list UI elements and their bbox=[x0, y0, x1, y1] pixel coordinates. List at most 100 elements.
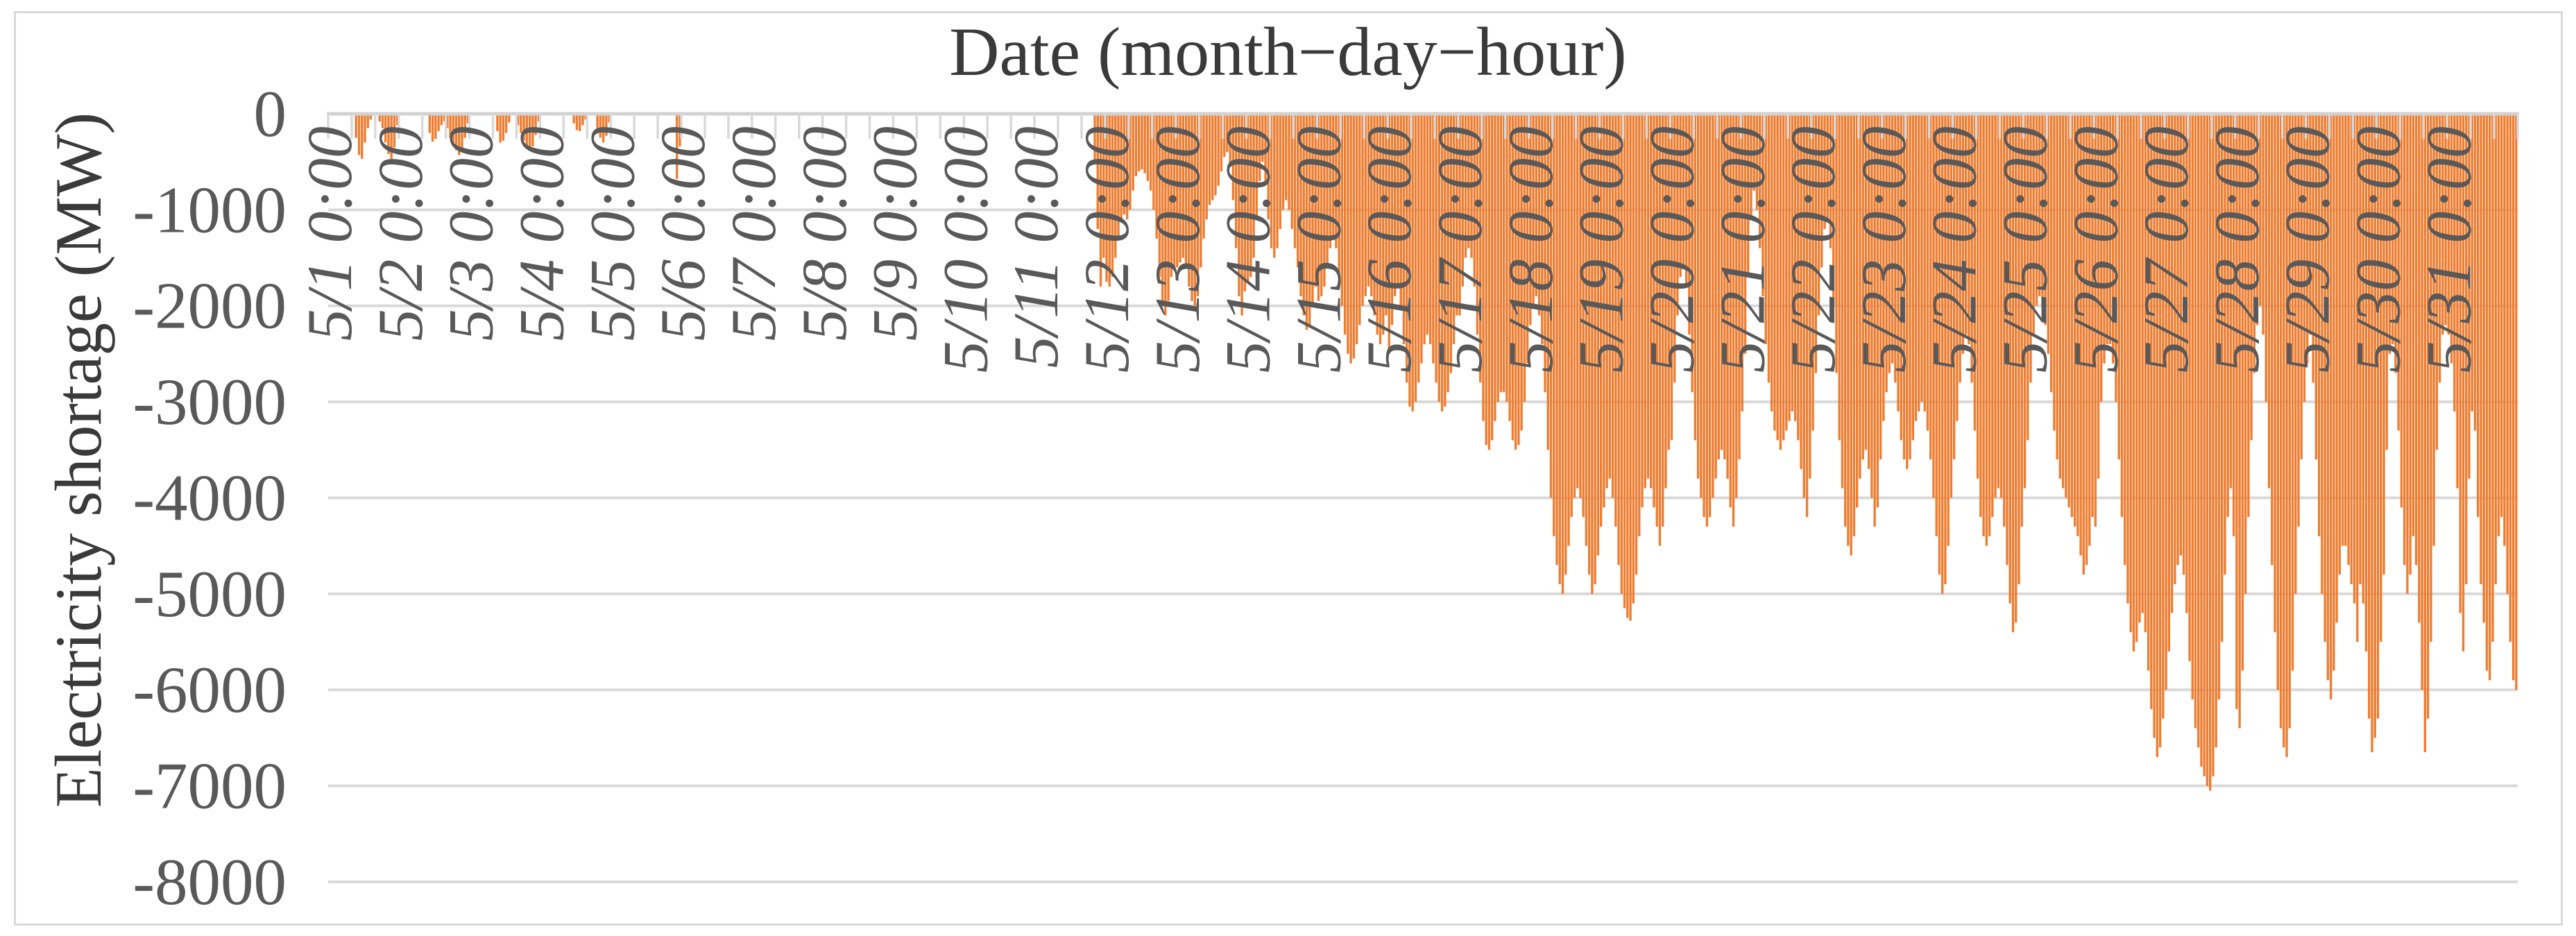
shortage-bar bbox=[1762, 114, 1764, 296]
bar-series bbox=[355, 114, 2518, 791]
shortage-bar bbox=[454, 114, 458, 151]
shortage-bar bbox=[1397, 114, 1399, 287]
shortage-bar bbox=[1691, 114, 1694, 393]
shortage-bar bbox=[1920, 114, 1923, 402]
shortage-bar bbox=[1379, 114, 1382, 345]
shortage-bar bbox=[2350, 114, 2353, 585]
shortage-bar bbox=[1202, 114, 1205, 239]
shortage-bar bbox=[496, 114, 499, 131]
shortage-bar bbox=[2076, 114, 2079, 536]
shortage-bar bbox=[2441, 114, 2444, 335]
shortage-bar bbox=[537, 114, 540, 122]
shortage-bar bbox=[463, 114, 466, 138]
shortage-bar bbox=[1897, 114, 1900, 411]
shortage-bar bbox=[2414, 114, 2418, 565]
shortage-bar bbox=[1496, 114, 1499, 402]
shortage-bar bbox=[1508, 114, 1511, 421]
x-tick-label: 5/22 0:00 bbox=[1777, 126, 1848, 373]
shortage-bar bbox=[1959, 114, 1961, 383]
shortage-bar bbox=[1968, 114, 1970, 345]
shortage-bar bbox=[434, 114, 437, 139]
shortage-bar bbox=[2220, 114, 2224, 643]
shortage-bar bbox=[1579, 114, 1582, 498]
shortage-bar bbox=[1264, 114, 1267, 181]
x-tick-label: 5/29 0:00 bbox=[2272, 126, 2343, 373]
shortage-bar bbox=[1435, 114, 1438, 383]
shortage-bar bbox=[1653, 114, 1655, 508]
shortage-bar bbox=[1114, 114, 1117, 258]
shortage-bar bbox=[1238, 114, 1240, 296]
shortage-bar bbox=[1676, 114, 1679, 316]
shortage-bar bbox=[1335, 114, 1338, 248]
shortage-bar bbox=[1788, 114, 1791, 421]
shortage-bar bbox=[1929, 114, 1932, 460]
shortage-bar bbox=[1205, 114, 1208, 220]
shortage-bar bbox=[1467, 114, 1470, 248]
shortage-bar bbox=[2391, 114, 2394, 345]
shortage-bar bbox=[1520, 114, 1523, 431]
shortage-bar bbox=[1308, 114, 1311, 325]
shortage-bar bbox=[1835, 114, 1838, 373]
shortage-bar bbox=[1732, 114, 1735, 527]
shortage-bar bbox=[2297, 114, 2300, 527]
shortage-bar bbox=[2447, 114, 2450, 335]
shortage-bar bbox=[1338, 114, 1340, 278]
shortage-bar bbox=[2423, 114, 2427, 753]
shortage-bar bbox=[575, 114, 579, 130]
shortage-bar bbox=[2235, 114, 2238, 709]
shortage-bar bbox=[1558, 114, 1561, 585]
shortage-bar bbox=[1847, 114, 1850, 546]
shortage-bar bbox=[2032, 114, 2035, 335]
shortage-bar bbox=[2232, 114, 2235, 536]
shortage-bar bbox=[1499, 114, 1503, 393]
shortage-bar bbox=[1535, 114, 1538, 296]
x-tick-label: 5/4 0:00 bbox=[506, 126, 577, 341]
shortage-bar bbox=[2515, 114, 2518, 690]
shortage-bar bbox=[2341, 114, 2344, 546]
shortage-bar bbox=[364, 114, 366, 143]
gridlines bbox=[328, 208, 2518, 883]
shortage-bar bbox=[1703, 114, 1705, 518]
shortage-bar bbox=[1611, 114, 1614, 498]
shortage-bar bbox=[2167, 114, 2171, 652]
shortage-bar bbox=[2503, 114, 2506, 546]
shortage-bar bbox=[1164, 114, 1167, 316]
shortage-bar bbox=[384, 114, 387, 143]
shortage-bar bbox=[1182, 114, 1184, 258]
shortage-bar bbox=[1644, 114, 1646, 488]
shortage-bar bbox=[1191, 114, 1193, 301]
shortage-bar bbox=[2229, 114, 2233, 488]
shortage-bar bbox=[1511, 114, 1515, 441]
shortage-bar bbox=[1964, 114, 1968, 335]
shortage-bar bbox=[1343, 114, 1347, 335]
shortage-bar bbox=[2141, 114, 2144, 613]
shortage-bar bbox=[1214, 114, 1217, 196]
shortage-bar bbox=[1134, 114, 1138, 176]
shortage-bar bbox=[1347, 114, 1349, 354]
shortage-bar bbox=[2426, 114, 2430, 719]
shortage-bar bbox=[2291, 114, 2294, 671]
shortage-bar bbox=[2132, 114, 2135, 652]
shortage-bar bbox=[2473, 114, 2477, 431]
shortage-bar bbox=[2450, 114, 2453, 364]
shortage-bar bbox=[2462, 114, 2465, 652]
shortage-bar bbox=[1823, 114, 1826, 230]
shortage-bar bbox=[2117, 114, 2120, 460]
shortage-bar bbox=[504, 114, 508, 133]
y-tick-label: -4000 bbox=[133, 461, 287, 534]
shortage-bar bbox=[1261, 114, 1264, 162]
shortage-bar bbox=[1670, 114, 1673, 441]
x-tick-label: 5/25 0:00 bbox=[1990, 126, 2061, 373]
shortage-bar bbox=[1302, 114, 1305, 316]
x-tick-label: 5/16 0:00 bbox=[1354, 126, 1424, 373]
shortage-bar bbox=[1137, 114, 1141, 172]
shortage-bar bbox=[1373, 114, 1376, 316]
shortage-bar bbox=[1093, 114, 1096, 162]
shortage-bar bbox=[2326, 114, 2330, 681]
shortage-bar bbox=[428, 114, 432, 133]
y-tick-label: -7000 bbox=[133, 749, 287, 823]
shortage-bar bbox=[1599, 114, 1603, 527]
shortage-bar bbox=[2306, 114, 2309, 364]
shortage-bar bbox=[1105, 114, 1108, 282]
shortage-bar bbox=[1290, 114, 1293, 230]
